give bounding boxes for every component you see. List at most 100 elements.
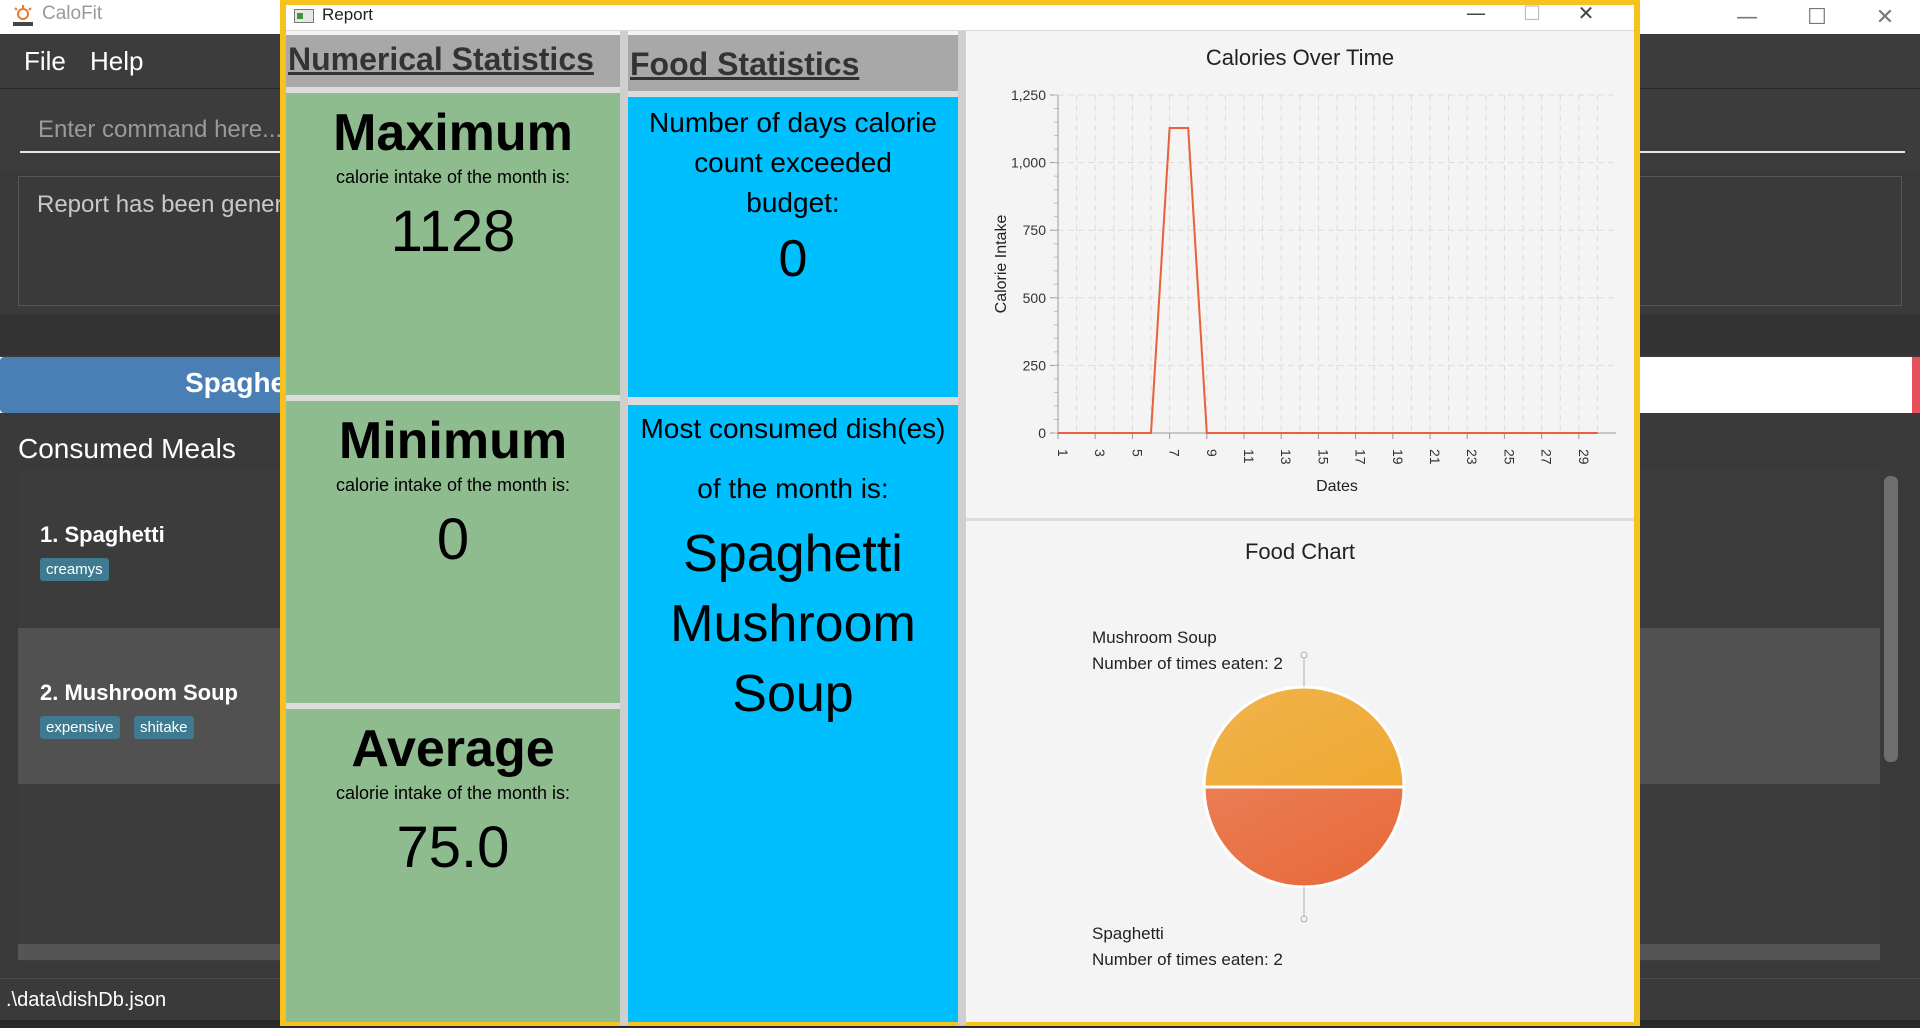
data-point bbox=[1578, 432, 1580, 434]
data-point bbox=[1596, 432, 1599, 434]
slice-detail: Number of times eaten: 2 bbox=[1092, 950, 1283, 969]
minimum-label: Minimum bbox=[338, 412, 568, 470]
maximum-card: Maximum calorie intake of the month is: … bbox=[286, 93, 620, 395]
separator bbox=[286, 703, 620, 709]
report-title: Report bbox=[322, 5, 374, 24]
average-card: Average calorie intake of the month is: … bbox=[286, 709, 620, 1022]
average-label: Average bbox=[351, 720, 555, 778]
data-point bbox=[1410, 432, 1413, 434]
x-tick-label: 11 bbox=[1241, 449, 1257, 464]
x-axis-label: Dates bbox=[1316, 478, 1358, 495]
x-tick-label: 3 bbox=[1092, 449, 1108, 457]
report-maximize-button[interactable]: ☐ bbox=[1504, 0, 1560, 27]
meal-tag: shitake bbox=[134, 716, 194, 739]
food-statistics-header: Food Statistics bbox=[628, 35, 958, 91]
most-consumed-text-line: of the month is: bbox=[697, 473, 889, 504]
data-point bbox=[1485, 432, 1487, 434]
x-tick-label: 9 bbox=[1204, 449, 1220, 457]
minimum-subtitle: calorie intake of the month is: bbox=[335, 475, 571, 495]
data-point bbox=[1317, 432, 1320, 434]
data-point bbox=[1447, 432, 1450, 434]
x-tick-label: 21 bbox=[1427, 449, 1443, 465]
data-point bbox=[1113, 432, 1115, 434]
data-point bbox=[1559, 432, 1561, 434]
data-point bbox=[1206, 432, 1208, 434]
x-tick-label: 17 bbox=[1353, 449, 1369, 465]
data-point bbox=[1522, 432, 1524, 434]
maximize-button[interactable]: ☐ bbox=[1782, 0, 1852, 34]
maximum-label: Maximum bbox=[333, 104, 573, 162]
maximum-subtitle: calorie intake of the month is: bbox=[335, 167, 571, 187]
pie-slice bbox=[1202, 685, 1406, 789]
x-tick-label: 19 bbox=[1390, 449, 1406, 465]
data-point bbox=[1392, 432, 1394, 434]
x-tick-label: 25 bbox=[1501, 449, 1517, 465]
pie-chart-title: Food Chart bbox=[1244, 539, 1356, 564]
slice-leader-dot bbox=[1300, 651, 1308, 659]
data-point bbox=[1187, 127, 1189, 129]
meal-tag: expensive bbox=[40, 716, 120, 739]
data-point bbox=[1336, 432, 1338, 434]
data-point bbox=[1429, 432, 1431, 434]
x-tick-label: 27 bbox=[1539, 449, 1555, 465]
data-point bbox=[1466, 432, 1468, 434]
x-tick-label: 1 bbox=[1055, 449, 1071, 457]
y-tick-label: 1,000 bbox=[1011, 155, 1046, 171]
data-point bbox=[1094, 432, 1096, 434]
data-point bbox=[1540, 432, 1543, 434]
exceeded-budget-card: Number of days calorie count exceeded bu… bbox=[628, 97, 958, 397]
minimum-value: 0 bbox=[436, 507, 470, 572]
series-line bbox=[1058, 126, 1598, 434]
average-subtitle: calorie intake of the month is: bbox=[335, 783, 571, 803]
maximize-icon: ☐ bbox=[1523, 1, 1541, 25]
data-point bbox=[1243, 432, 1245, 434]
report-window-icon bbox=[294, 9, 314, 23]
minimize-button[interactable]: — bbox=[1712, 0, 1782, 34]
food-chart-pane: Food Chart Mushroom Soup Number of times … bbox=[966, 527, 1634, 1022]
y-tick-label: 750 bbox=[1023, 222, 1047, 238]
most-consumed-text-line: Most consumed dish(es) bbox=[640, 413, 946, 444]
close-icon: ✕ bbox=[1875, 4, 1895, 30]
maximum-value: 1128 bbox=[390, 199, 516, 264]
pie-slice bbox=[1202, 785, 1406, 889]
data-point bbox=[1168, 127, 1171, 129]
calories-chart-pane: Calories Over Time 0 250 500 750 1,000 1,250 1… bbox=[966, 31, 1634, 521]
slice-label: Spaghetti bbox=[1092, 924, 1164, 943]
meal-name: 1. Spaghetti bbox=[40, 522, 165, 547]
exceeded-text-line: budget: bbox=[746, 187, 840, 218]
data-point bbox=[1299, 432, 1301, 434]
maximize-icon: ☐ bbox=[1807, 4, 1827, 30]
save-location: .\data\dishDb.json bbox=[6, 989, 167, 1011]
report-minimize-button[interactable]: — bbox=[1448, 0, 1504, 27]
x-tick-label: 29 bbox=[1576, 449, 1592, 465]
data-point bbox=[1280, 432, 1282, 434]
most-consumed-card: Most consumed dish(es) of the month is: … bbox=[628, 405, 958, 1022]
average-value: 75.0 bbox=[396, 815, 510, 880]
most-consumed-dish-line: Soup bbox=[732, 665, 854, 723]
separator bbox=[628, 91, 958, 97]
exceeded-text-line: count exceeded bbox=[694, 147, 892, 178]
x-tick-label: 5 bbox=[1129, 449, 1145, 457]
data-point bbox=[1261, 432, 1264, 434]
slice-label: Mushroom Soup bbox=[1092, 628, 1217, 647]
minimum-card: Minimum calorie intake of the month is: … bbox=[286, 401, 620, 703]
menu-file[interactable]: File bbox=[24, 46, 66, 76]
data-point bbox=[1131, 432, 1134, 434]
close-button[interactable]: ✕ bbox=[1850, 0, 1920, 34]
numerical-statistics-header: Numerical Statistics bbox=[286, 35, 620, 87]
minimize-icon: — bbox=[1736, 4, 1758, 30]
food-pie-chart: Mushroom Soup Number of times eaten: 2 Spa… bbox=[1092, 628, 1406, 969]
y-axis-label: Calorie Intake bbox=[993, 215, 1010, 314]
report-close-button[interactable]: ✕ bbox=[1558, 0, 1614, 27]
meals-scrollbar[interactable] bbox=[1884, 476, 1898, 762]
menu-help[interactable]: Help bbox=[90, 46, 144, 76]
suggestion-chip[interactable]: Spaghetti bbox=[0, 357, 313, 413]
data-point bbox=[1224, 432, 1227, 434]
slice-detail: Number of times eaten: 2 bbox=[1092, 654, 1283, 673]
data-point bbox=[1373, 432, 1375, 434]
y-tick-label: 250 bbox=[1023, 357, 1047, 373]
separator bbox=[286, 395, 620, 401]
x-tick-label: 13 bbox=[1278, 449, 1294, 465]
exceeded-days-value: 0 bbox=[778, 230, 808, 288]
